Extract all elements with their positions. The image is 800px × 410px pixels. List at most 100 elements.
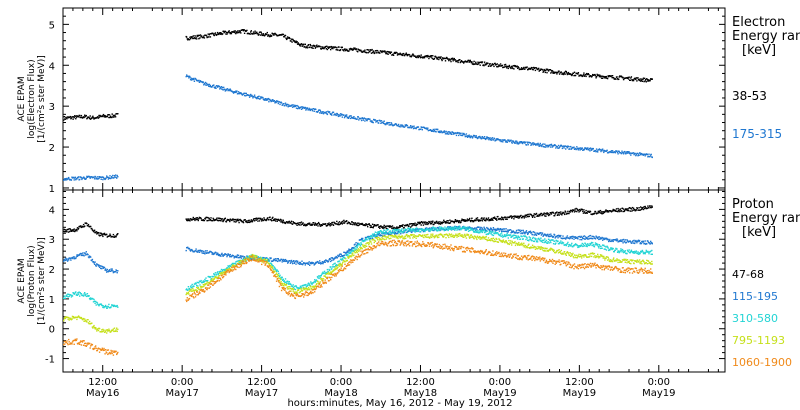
- data-point: [336, 257, 338, 259]
- data-point: [557, 213, 559, 215]
- data-point: [71, 229, 74, 231]
- data-point: [624, 239, 626, 241]
- data-point: [288, 283, 290, 285]
- data-point: [556, 146, 559, 148]
- data-point: [68, 228, 70, 230]
- data-point: [567, 72, 569, 75]
- data-point: [627, 76, 629, 79]
- data-point: [323, 270, 326, 273]
- data-point: [593, 213, 595, 215]
- data-point: [371, 223, 374, 225]
- data-point: [81, 317, 83, 320]
- data-point: [438, 58, 440, 61]
- data-point: [567, 145, 570, 148]
- data-point: [82, 223, 85, 226]
- data-point: [360, 223, 363, 225]
- data-point: [246, 221, 249, 224]
- data-point: [223, 30, 225, 32]
- data-point: [364, 49, 366, 51]
- data-point: [425, 229, 427, 231]
- data-point: [112, 233, 115, 236]
- data-point: [477, 229, 479, 232]
- data-point: [203, 84, 205, 86]
- data-point: [607, 247, 609, 249]
- data-point: [245, 92, 247, 95]
- data-point: [524, 141, 527, 143]
- data-point: [605, 75, 608, 78]
- data-point: [227, 31, 229, 34]
- data-point: [323, 261, 325, 263]
- data-point: [573, 211, 576, 213]
- data-point: [643, 206, 645, 208]
- data-point: [269, 35, 271, 38]
- data-point: [482, 218, 485, 220]
- data-point: [256, 217, 258, 219]
- data-point: [536, 239, 538, 241]
- data-point: [75, 118, 77, 120]
- data-point: [287, 280, 289, 282]
- data-point: [517, 217, 519, 219]
- data-point: [412, 54, 415, 56]
- data-point: [292, 39, 294, 41]
- data-point: [459, 59, 461, 61]
- data-point: [468, 219, 470, 221]
- data-point: [620, 210, 623, 212]
- data-point: [444, 131, 446, 133]
- data-point: [212, 276, 214, 278]
- data-point: [271, 35, 273, 37]
- data-point: [74, 176, 76, 178]
- data-point: [550, 212, 552, 214]
- data-point: [463, 227, 465, 230]
- data-point: [469, 220, 471, 222]
- data-point: [437, 228, 439, 230]
- data-point: [106, 332, 108, 334]
- data-point: [471, 220, 474, 222]
- data-point: [570, 245, 572, 247]
- data-point: [609, 150, 612, 153]
- data-point: [458, 227, 460, 229]
- data-point: [429, 227, 431, 229]
- data-point: [472, 136, 474, 138]
- data-point: [490, 233, 492, 235]
- data-point: [493, 216, 496, 218]
- data-point: [422, 228, 424, 231]
- data-point: [286, 260, 288, 262]
- data-point: [290, 40, 292, 42]
- data-point: [337, 115, 340, 118]
- data-point: [67, 296, 69, 298]
- data-point: [434, 226, 436, 229]
- data-point: [113, 116, 115, 118]
- data-point: [348, 222, 351, 224]
- data-point: [384, 231, 386, 234]
- data-point: [532, 69, 534, 71]
- data-point: [268, 101, 270, 103]
- data-point: [298, 107, 300, 110]
- data-point: [426, 128, 428, 131]
- data-point: [268, 260, 270, 262]
- data-point: [535, 238, 537, 240]
- data-point: [189, 38, 192, 40]
- data-point: [487, 233, 490, 235]
- data-point: [400, 233, 402, 235]
- data-point: [625, 208, 627, 210]
- data-point: [282, 222, 284, 224]
- data-point: [531, 142, 534, 144]
- data-point: [203, 37, 206, 39]
- data-point: [250, 221, 252, 223]
- data-point: [618, 240, 620, 243]
- data-point: [409, 230, 411, 232]
- y-tick-label: 3: [49, 235, 55, 246]
- data-point: [510, 232, 512, 234]
- data-point: [432, 226, 434, 228]
- data-point: [96, 117, 98, 119]
- data-point: [250, 95, 252, 97]
- data-point: [335, 223, 337, 225]
- data-point: [64, 178, 67, 180]
- data-point: [555, 212, 557, 214]
- data-point: [471, 61, 473, 63]
- data-point: [257, 96, 259, 98]
- data-point: [350, 249, 352, 251]
- data-point: [588, 211, 591, 213]
- data-point: [581, 208, 583, 211]
- data-point: [304, 223, 306, 225]
